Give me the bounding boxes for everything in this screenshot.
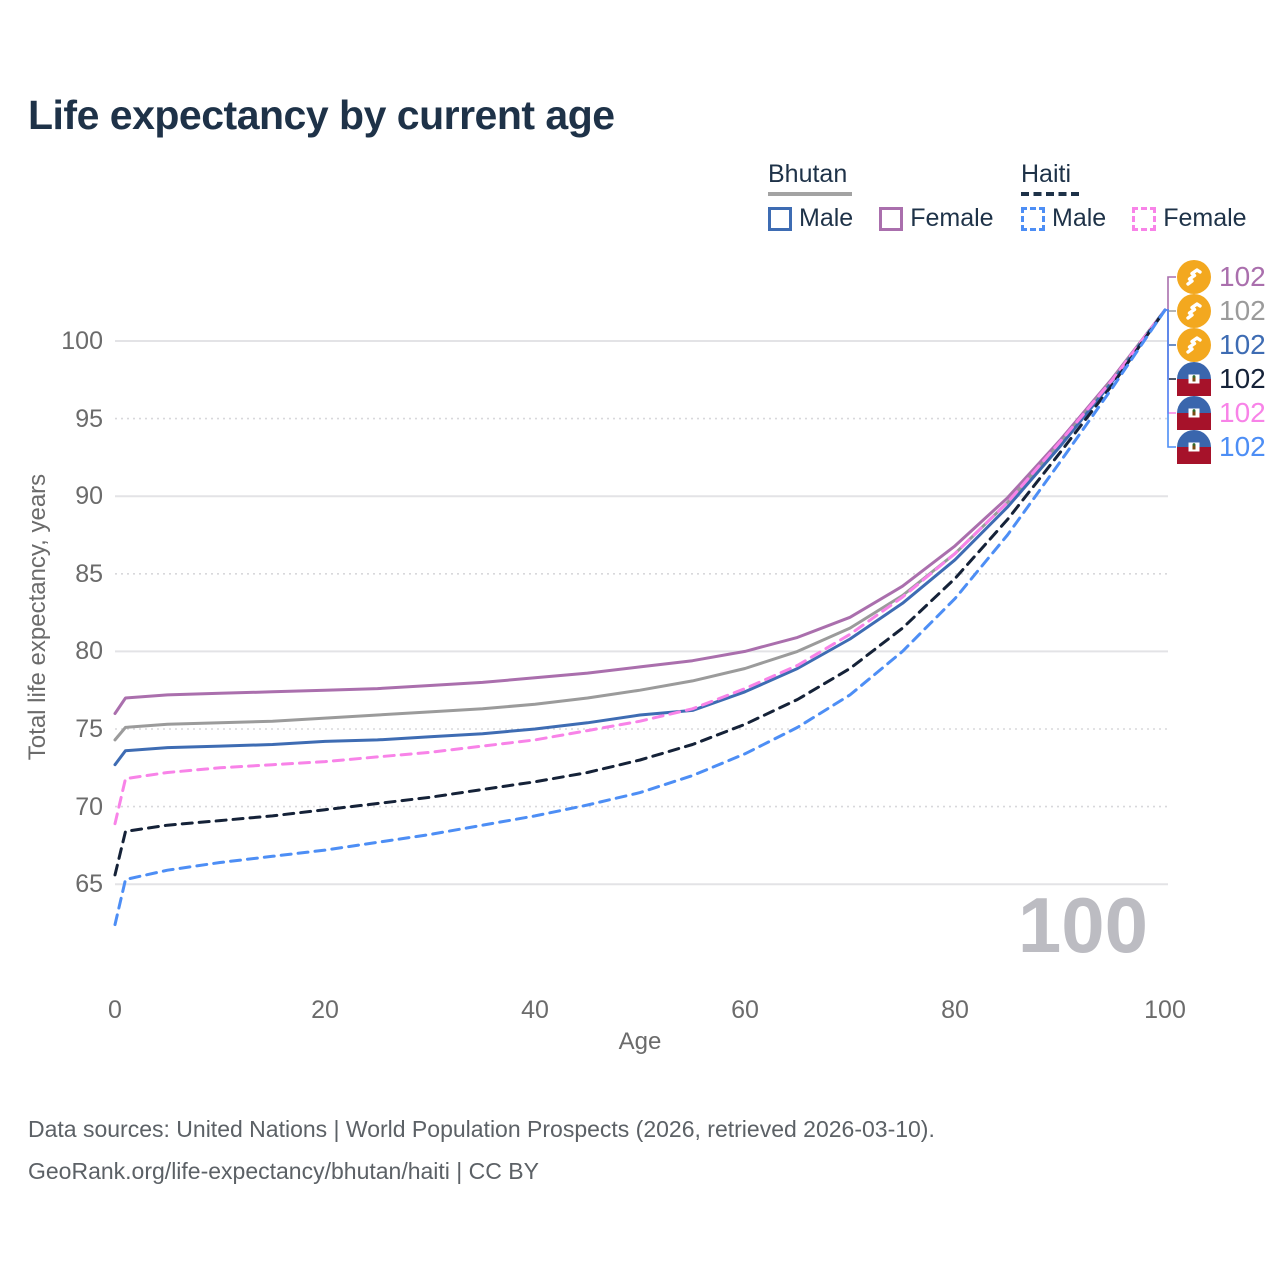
legend-item-label: Male	[799, 204, 854, 232]
legend-item-haiti-female[interactable]: Female	[1132, 204, 1247, 233]
haiti-flag-icon	[1177, 430, 1211, 464]
end-label-row: 102	[1177, 362, 1266, 396]
series-line-bhutan-both-sexes[interactable]	[113, 308, 1167, 742]
bhutan-flag-icon	[1177, 294, 1211, 328]
haiti-line-swatch	[1021, 192, 1079, 196]
end-value: 102	[1219, 329, 1266, 360]
series-line-haiti-male[interactable]	[113, 308, 1167, 927]
legend-item-bhutan-female[interactable]: Female	[879, 204, 994, 233]
y-tick-75: 75	[75, 715, 103, 743]
end-label-connector	[1165, 276, 1176, 311]
page-title: Life expectancy by current age	[28, 92, 615, 138]
legend-country-haiti[interactable]: Haiti	[1021, 160, 1072, 188]
x-axis-title: Age	[618, 1028, 662, 1055]
x-tick-80: 80	[941, 996, 969, 1024]
y-tick-70: 70	[75, 792, 103, 821]
bhutan-line-swatch	[768, 192, 852, 196]
end-value: 102	[1219, 363, 1266, 394]
x-tick-100: 100	[1144, 996, 1186, 1024]
legend-item-haiti-male[interactable]: Male	[1021, 204, 1106, 233]
bhutan-male-swatch	[768, 206, 792, 231]
legend-item-bhutan-male[interactable]: Male	[768, 204, 853, 233]
haiti-male-swatch	[1021, 206, 1045, 231]
x-tick-0: 0	[108, 996, 122, 1024]
series-line-haiti-female[interactable]	[113, 308, 1167, 826]
haiti-female-swatch	[1132, 206, 1157, 231]
footer-sources: Data sources: United Nations | World Pop…	[28, 1116, 935, 1142]
x-tick-20: 20	[311, 996, 339, 1024]
y-tick-85: 85	[75, 559, 103, 588]
age-watermark: 100	[1018, 881, 1148, 969]
haiti-flag-icon	[1177, 396, 1211, 430]
bhutan-female-swatch	[879, 206, 904, 231]
end-label-row: 102	[1177, 294, 1266, 328]
end-label-row: 102	[1177, 396, 1266, 430]
series-line-haiti-both-sexes[interactable]	[113, 308, 1167, 877]
legend-group-haiti: Haiti Male Female	[1021, 160, 1247, 233]
end-label-connector	[1165, 309, 1176, 346]
legend-item-label: Female	[1163, 204, 1247, 232]
end-label-row: 102	[1177, 328, 1266, 362]
x-tick-40: 40	[521, 996, 549, 1024]
end-label-connector	[1165, 309, 1176, 448]
x-tick-60: 60	[731, 996, 759, 1024]
y-tick-95: 95	[75, 404, 103, 433]
end-label-connector	[1165, 309, 1176, 414]
y-tick-100: 100	[61, 327, 103, 355]
footer: Data sources: United Nations | World Pop…	[28, 1108, 935, 1192]
y-tick-80: 80	[75, 637, 103, 666]
end-value: 102	[1219, 431, 1266, 462]
bhutan-flag-icon	[1177, 328, 1211, 362]
series-line-bhutan-male[interactable]	[113, 308, 1167, 767]
end-value: 102	[1219, 397, 1266, 428]
legend-item-label: Female	[910, 204, 994, 232]
legend-item-label: Male	[1052, 204, 1107, 232]
haiti-flag-icon	[1177, 362, 1211, 396]
legend-group-bhutan: Bhutan Male Female	[768, 160, 994, 233]
legend-country-bhutan[interactable]: Bhutan	[768, 160, 848, 188]
series-line-bhutan-female[interactable]	[113, 308, 1167, 715]
end-value: 102	[1219, 261, 1266, 292]
end-value: 102	[1219, 295, 1266, 326]
y-tick-90: 90	[75, 482, 103, 511]
end-label-row: 102	[1177, 260, 1266, 294]
end-label-row: 102	[1177, 430, 1266, 464]
y-tick-65: 65	[75, 870, 103, 899]
bhutan-flag-icon	[1177, 260, 1211, 294]
footer-attribution: GeoRank.org/life-expectancy/bhutan/haiti…	[28, 1158, 539, 1184]
